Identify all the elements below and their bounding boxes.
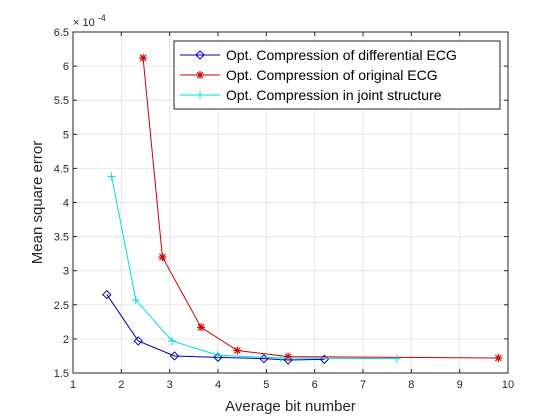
y-tick-label: 1.5 (54, 368, 69, 380)
y-axis-label: Mean square error (29, 141, 46, 264)
x-tick-label: 5 (263, 379, 269, 391)
data-point (139, 53, 148, 62)
legend-marker (195, 50, 205, 60)
x-tick-label: 6 (312, 379, 318, 391)
x-tick-label: 10 (502, 379, 514, 391)
data-point (133, 336, 143, 346)
y-tick-label: 6 (63, 61, 69, 73)
y-tick-label: 3.5 (54, 232, 69, 244)
y-tick-label: 2.5 (54, 300, 69, 312)
legend-marker (196, 91, 204, 99)
x-tick-label: 9 (457, 379, 463, 391)
data-point (158, 253, 167, 262)
x-axis-label: Average bit number (225, 398, 356, 415)
data-point (168, 336, 177, 345)
series-line (142, 57, 499, 359)
legend-entry: Opt. Compression of original ECG (180, 67, 438, 83)
data-point (276, 353, 285, 362)
legend-entry: Opt. Compression in joint structure (180, 87, 442, 103)
data-point (494, 353, 503, 362)
data-point (131, 296, 140, 305)
series-line (111, 176, 397, 360)
data-point (214, 351, 222, 360)
series-2 (139, 53, 503, 362)
y-tick-label: 2 (63, 334, 69, 346)
legend-entry: Opt. Compression of differential ECG (180, 47, 457, 63)
data-point (102, 289, 112, 300)
data-point (233, 346, 242, 355)
y-axis-exponent: × 10 -4 (73, 13, 106, 29)
series-3 (107, 172, 401, 363)
y-tick-label: 5 (63, 129, 69, 141)
x-tick-label: 7 (360, 379, 366, 391)
x-tick-label: 8 (408, 379, 414, 391)
data-point (169, 351, 180, 361)
x-tick-label: 4 (215, 379, 221, 391)
x-tick-label: 1 (70, 379, 76, 391)
x-tick-label: 2 (118, 379, 124, 391)
y-tick-label: 4 (63, 198, 69, 210)
legend-box (173, 40, 501, 110)
legend-label: Opt. Compression in joint structure (226, 87, 442, 103)
data-point (284, 352, 293, 361)
ticks: 1 2 3 4 5 6 7 8 9 10 1.5 2 2.5 3 3.5 4 4.5 5 5.5 6 6.5 (54, 27, 514, 391)
legend-label: Opt. Compression of original ECG (226, 67, 438, 83)
legend: Opt. Compression of differential ECG Opt.… (173, 40, 501, 110)
data-point (213, 352, 223, 363)
data-point (107, 172, 116, 181)
y-tick-label: 3 (63, 266, 69, 278)
data-point (197, 323, 206, 332)
x-tick-label: 3 (167, 379, 173, 391)
y-tick-label: 5.5 (54, 95, 69, 107)
data-point (392, 354, 401, 363)
legend-label: Opt. Compression of differential ECG (226, 47, 457, 63)
y-tick-label: 6.5 (54, 27, 69, 39)
y-tick-label: 4.5 (54, 163, 69, 175)
legend-marker (196, 71, 204, 79)
series-layer (102, 53, 503, 365)
